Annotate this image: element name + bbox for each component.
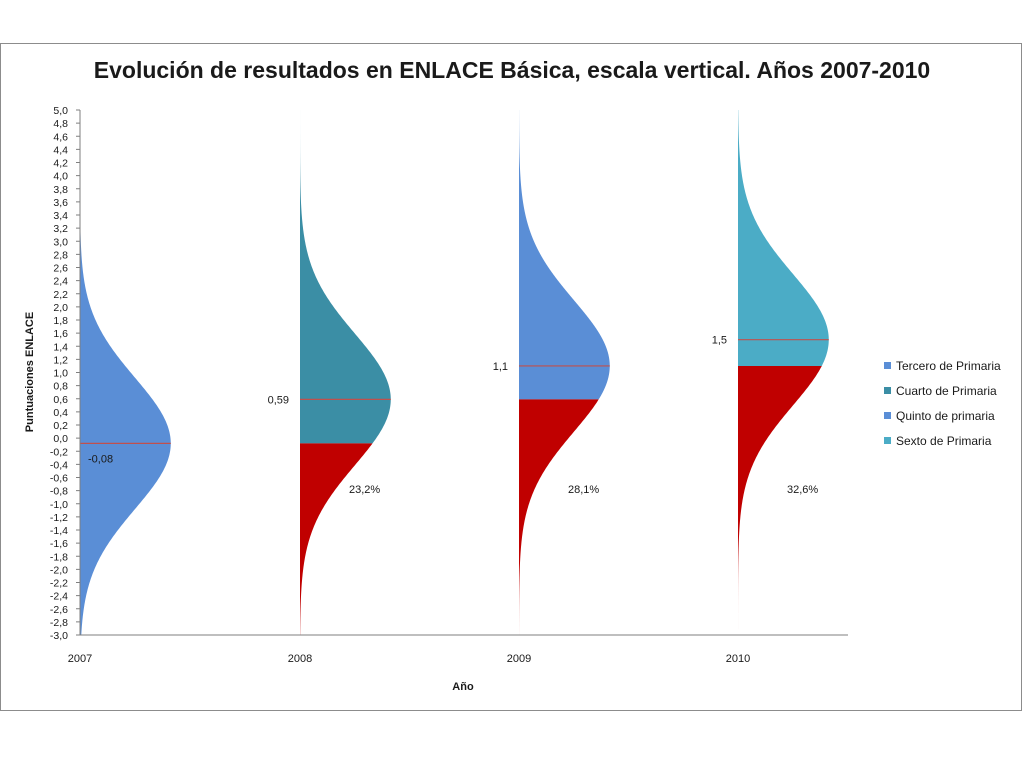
y-tick-label: -0,4 [50, 459, 68, 471]
y-tick-label: -1,6 [50, 538, 68, 550]
y-tick-label: 0,2 [53, 420, 68, 432]
x-axis-label: Año [452, 681, 474, 693]
mean-label-2010: 1,5 [712, 335, 727, 347]
y-tick-label: -2,4 [50, 591, 68, 603]
legend-label: Sexto de Primaria [896, 433, 992, 448]
y-tick-label: -1,2 [50, 512, 68, 524]
y-tick-label: -0,6 [50, 473, 68, 485]
y-tick-label: 3,6 [53, 197, 68, 209]
y-tick-label: -2,0 [50, 564, 68, 576]
legend-label: Cuarto de Primaria [896, 383, 997, 398]
legend-swatch [884, 437, 891, 444]
threshold-percent-label-2009: 28,1% [568, 484, 599, 496]
y-tick-label: -1,0 [50, 499, 68, 511]
y-tick-label: 2,2 [53, 289, 68, 301]
threshold-percent-label-2010: 32,6% [787, 484, 818, 496]
legend: Tercero de Primaria Cuarto de Primaria Q… [884, 353, 1001, 453]
y-tick-label: -1,8 [50, 551, 68, 563]
y-tick-label: 3,8 [53, 184, 68, 196]
legend-item: Quinto de primaria [884, 403, 1001, 428]
y-tick-label: 1,0 [53, 368, 68, 380]
y-tick-label: -1,4 [50, 525, 68, 537]
y-axis-label: Puntuaciones ENLACE [24, 312, 36, 432]
distribution-area-2009 [519, 110, 610, 400]
legend-item: Cuarto de Primaria [884, 378, 1001, 403]
y-tick-label: -0,8 [50, 486, 68, 498]
threshold-percent-label-2008: 23,2% [349, 484, 380, 496]
legend-swatch [884, 387, 891, 394]
y-tick-label: 2,0 [53, 302, 68, 314]
y-tick-label: -2,8 [50, 617, 68, 629]
data-labels: -0,08 2007 0,59 23,2% 2008 1,1 28,1% 2009 1,5 32,… [50, 105, 819, 665]
y-tick-label: 4,2 [53, 158, 68, 170]
y-tick-label: 4,0 [53, 171, 68, 183]
legend-label: Tercero de Primaria [896, 358, 1001, 373]
y-tick-label: 3,4 [53, 210, 68, 222]
y-tick-label: -2,2 [50, 578, 68, 590]
below-threshold-area-2009 [519, 399, 599, 635]
y-tick-label: 2,6 [53, 263, 68, 275]
y-tick-label: 1,2 [53, 354, 68, 366]
below-threshold-area-2008 [300, 443, 373, 635]
y-tick-label: -2,6 [50, 604, 68, 616]
distribution-area-2007 [80, 110, 171, 635]
y-tick-label: 2,4 [53, 276, 68, 288]
y-tick-label: 0,4 [53, 407, 68, 419]
mean-label-2008: 0,59 [268, 394, 289, 406]
legend-swatch [884, 412, 891, 419]
chart-title: Evolución de resultados en ENLACE Básica… [93, 57, 931, 83]
y-tick-label: 4,4 [53, 144, 68, 156]
y-tick-label: 4,8 [53, 118, 68, 130]
y-tick-label: 3,0 [53, 236, 68, 248]
y-tick-label: 0,8 [53, 381, 68, 393]
distribution-area-2008 [300, 110, 391, 444]
mean-lines [80, 339, 829, 444]
x-tick-label-2007: 2007 [68, 653, 92, 665]
x-tick-label-2010: 2010 [726, 653, 750, 665]
mean-label-2007: -0,08 [88, 453, 113, 465]
legend-label: Quinto de primaria [896, 408, 995, 423]
chart-frame [0, 43, 1022, 711]
y-tick-label: 2,8 [53, 249, 68, 261]
legend-item: Tercero de Primaria [884, 353, 1001, 378]
distribution-area-2010 [738, 110, 829, 366]
y-tick-label: -3,0 [50, 630, 68, 642]
y-tick-label: 4,6 [53, 131, 68, 143]
x-tick-label-2008: 2008 [288, 653, 312, 665]
y-tick-label: -0,2 [50, 446, 68, 458]
y-tick-label: 0,6 [53, 394, 68, 406]
mean-label-2009: 1,1 [493, 361, 508, 373]
y-tick-label: 0,0 [53, 433, 68, 445]
y-tick-label: 1,8 [53, 315, 68, 327]
distribution-curves [80, 110, 829, 635]
legend-swatch [884, 362, 891, 369]
legend-item: Sexto de Primaria [884, 428, 1001, 453]
y-tick-label: 5,0 [53, 105, 68, 117]
x-tick-label-2009: 2009 [507, 653, 531, 665]
y-tick-label: 3,2 [53, 223, 68, 235]
y-tick-label: 1,4 [53, 341, 68, 353]
below-threshold-area-2010 [738, 365, 822, 635]
y-tick-label: 1,6 [53, 328, 68, 340]
axes [76, 109, 848, 636]
